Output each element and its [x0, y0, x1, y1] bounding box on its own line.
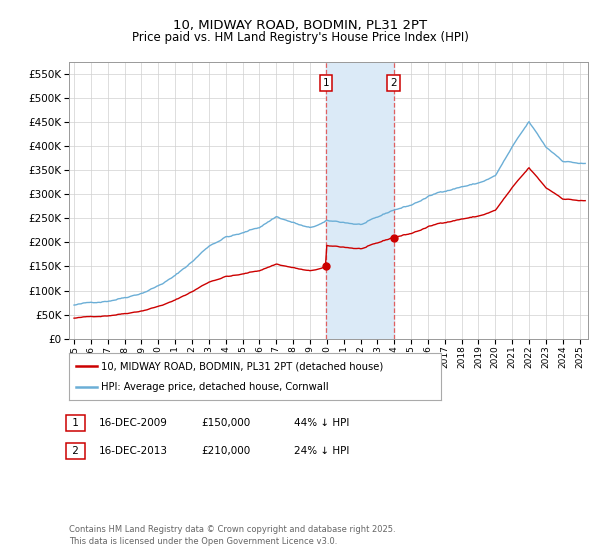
Text: 24% ↓ HPI: 24% ↓ HPI [294, 446, 349, 456]
Text: 44% ↓ HPI: 44% ↓ HPI [294, 418, 349, 428]
Text: 2: 2 [69, 446, 82, 456]
Text: 1: 1 [323, 78, 329, 88]
Text: £150,000: £150,000 [201, 418, 250, 428]
Text: 10, MIDWAY ROAD, BODMIN, PL31 2PT: 10, MIDWAY ROAD, BODMIN, PL31 2PT [173, 19, 427, 32]
Text: £210,000: £210,000 [201, 446, 250, 456]
Bar [326, 62, 394, 339]
Text: 16-DEC-2013: 16-DEC-2013 [99, 446, 168, 456]
Text: Contains HM Land Registry data © Crown copyright and database right 2025.
This d: Contains HM Land Registry data © Crown c… [69, 525, 395, 546]
Text: 2: 2 [390, 78, 397, 88]
Text: HPI: Average price, detached house, Cornwall: HPI: Average price, detached house, Corn… [101, 382, 328, 392]
Text: Price paid vs. HM Land Registry's House Price Index (HPI): Price paid vs. HM Land Registry's House … [131, 31, 469, 44]
Text: 16-DEC-2009: 16-DEC-2009 [99, 418, 168, 428]
Text: 1: 1 [69, 418, 82, 428]
Text: 10, MIDWAY ROAD, BODMIN, PL31 2PT (detached house): 10, MIDWAY ROAD, BODMIN, PL31 2PT (detac… [101, 361, 383, 371]
